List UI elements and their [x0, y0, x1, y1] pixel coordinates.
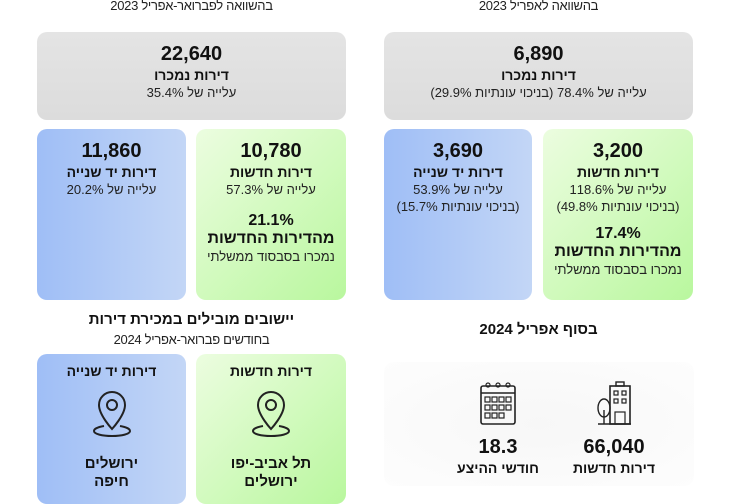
left-new-change: עלייה של 57.3%	[226, 182, 316, 197]
right-second-seasonal: (בניכוי עונתיות 15.7%)	[396, 199, 520, 214]
left-new-share-note: נמכרו בסבסוד ממשלתי	[207, 249, 335, 264]
right-new-share: 17.4%	[595, 225, 641, 242]
left-second-label: דירות יד שנייה	[66, 164, 157, 180]
left-new-label: דירות חדשות	[229, 164, 313, 180]
left-total-change: עלייה של 35.4%	[146, 85, 237, 100]
inventory-apartments: 66,040 דירות חדשות	[554, 380, 674, 477]
inventory-months-value: 18.3	[478, 436, 518, 458]
right-total-value: 6,890	[513, 43, 564, 65]
left-second-card: 11,860 דירות יד שנייה עלייה של 20.2%	[37, 129, 186, 300]
inventory-apartments-value: 66,040	[583, 436, 645, 458]
left-total-label: דירות נמכרו	[154, 67, 229, 83]
left-new-value: 10,780	[240, 140, 302, 162]
right-new-seasonal: (בניכוי עונתיות 49.8%)	[556, 199, 680, 214]
left-new-share-label: מהדירות החדשות	[207, 230, 335, 247]
building-icon	[597, 381, 631, 425]
left-new-share: 21.1%	[248, 212, 294, 229]
right-new-share-note: נמכרו בסבסוד ממשלתי	[554, 262, 682, 277]
inventory-panel: 66,040 דירות חדשות 18.3 חודשי ההיצע	[384, 362, 694, 486]
leading-new-card: דירות חדשות תל אביב-יפו ירושלים	[196, 354, 346, 504]
leading-second-city: חיפה	[94, 473, 129, 490]
leading-new-city: תל אביב-יפו	[230, 455, 312, 472]
calendar-icon	[480, 382, 516, 425]
left-total-value: 22,640	[160, 43, 223, 65]
inventory-months: 18.3 חודשי ההיצע	[438, 380, 558, 477]
inventory-title: בסוף אפריל 2024	[479, 321, 598, 338]
leading-second-city: ירושלים	[84, 455, 139, 472]
leading-subtitle: בחודשים פברואר-אפריל 2024	[113, 332, 270, 347]
right-new-label: דירות חדשות	[576, 164, 660, 180]
right-second-change: עלייה של 53.9%	[413, 182, 503, 197]
right-caption: בהשוואה לאפריל 2023	[478, 0, 599, 13]
right-second-value: 3,690	[432, 140, 484, 162]
inventory-apartments-label: דירות חדשות	[572, 460, 656, 476]
leading-title: יישובים מובילים במכירת דירות	[88, 311, 295, 328]
right-new-value: 3,200	[592, 140, 644, 162]
leading-new-city: ירושלים	[244, 473, 298, 490]
leading-second-label: דירות יד שנייה	[66, 363, 157, 379]
right-new-change: עלייה של 118.6%	[569, 182, 667, 197]
left-second-change: עלייה של 20.2%	[66, 182, 157, 197]
left-new-card: 10,780 דירות חדשות עלייה של 57.3% 21.1% …	[196, 129, 346, 300]
right-total-card: 6,890 דירות נמכרו עלייה של 78.4% (בניכוי…	[384, 32, 693, 120]
left-caption: בהשוואה לפברואר-אפריל 2023	[110, 0, 273, 13]
leading-new-label: דירות חדשות	[229, 363, 313, 379]
right-total-change: עלייה של 78.4% (בניכוי עונתיות 29.9%)	[430, 85, 647, 100]
right-second-card: 3,690 דירות יד שנייה עלייה של 53.9% (בני…	[384, 129, 532, 300]
location-pin-icon	[92, 390, 131, 438]
right-new-card: 3,200 דירות חדשות עלייה של 118.6% (בניכו…	[543, 129, 693, 300]
inventory-months-label: חודשי ההיצע	[457, 460, 539, 476]
location-pin-icon	[251, 390, 291, 438]
left-total-card: 22,640 דירות נמכרו עלייה של 35.4%	[37, 32, 346, 120]
leading-second-card: דירות יד שנייה ירושלים חיפה	[37, 354, 186, 504]
left-second-value: 11,860	[81, 140, 142, 162]
right-new-share-label: מהדירות החדשות	[554, 243, 682, 260]
right-total-label: דירות נמכרו	[501, 67, 576, 83]
right-second-label: דירות יד שנייה	[413, 164, 503, 180]
